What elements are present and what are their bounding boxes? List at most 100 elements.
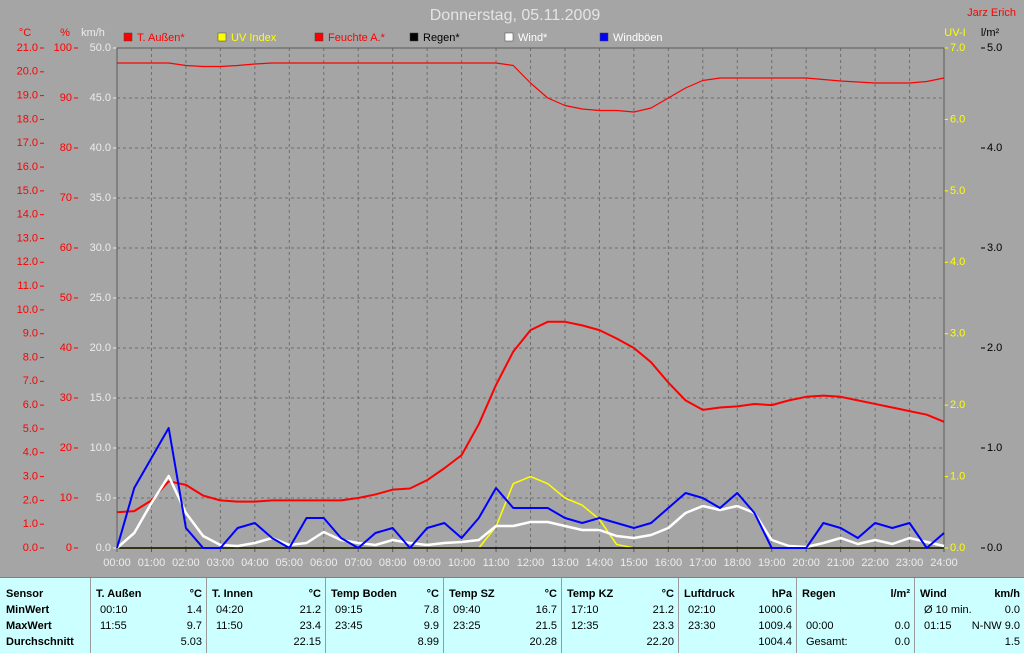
axis-unit-label: l/m² [981, 27, 1000, 39]
y-tick-label: 6.0 [950, 113, 965, 125]
y-tick-label: 15.0 [17, 185, 38, 197]
cell-time: 23:45 [335, 620, 363, 632]
x-tick-label: 14:00 [586, 557, 614, 569]
y-tick-label: 6.0 [23, 399, 38, 411]
y-tick-label: 0.0 [987, 542, 1002, 554]
cell-value: 0.0 [895, 620, 910, 632]
cell-value: 9.9 [424, 620, 439, 632]
x-tick-label: 12:00 [517, 557, 545, 569]
y-tick-label: 60 [60, 242, 72, 254]
y-tick-label: 4.0 [987, 142, 1002, 154]
column-unit: °C [662, 588, 674, 600]
cell-value: 1000.6 [758, 604, 792, 616]
y-tick-label: 0.0 [23, 542, 38, 554]
x-tick-label: 11:00 [483, 557, 510, 569]
y-tick-label: 40 [60, 342, 72, 354]
x-tick-label: 17:00 [689, 557, 717, 569]
cell-value: 1004.4 [758, 636, 792, 648]
x-tick-label: 05:00 [276, 557, 304, 569]
cell-value: 16.7 [536, 604, 557, 616]
axis-unit-label: km/h [81, 27, 105, 39]
y-tick-label: 25.0 [90, 292, 111, 304]
y-tick-label: 7.0 [950, 42, 965, 54]
cell-value: 20.28 [529, 636, 557, 648]
legend-swatch [314, 32, 324, 42]
legend-label: Windböen [613, 32, 663, 44]
legend-label: T. Außen* [137, 32, 185, 44]
series-line [116, 320, 945, 514]
cell-time: 09:40 [453, 604, 481, 616]
cell-value: 1009.4 [758, 620, 792, 632]
y-tick-label: 40.0 [90, 142, 111, 154]
y-tick-label: 3.0 [987, 242, 1002, 254]
cell-time: 00:00 [806, 620, 834, 632]
cell-time: 09:15 [335, 604, 363, 616]
legend-label: Feuchte A.* [328, 32, 386, 44]
chart-background [0, 0, 1024, 577]
cell-time: Gesamt: [806, 636, 848, 648]
x-tick-label: 07:00 [344, 557, 372, 569]
y-tick-label: 15.0 [90, 392, 111, 404]
x-tick-label: 24:00 [930, 557, 958, 569]
y-tick-label: 2.0 [950, 399, 965, 411]
y-tick-label: 1.0 [23, 518, 38, 530]
column-unit: °C [427, 588, 439, 600]
x-tick-label: 18:00 [723, 557, 751, 569]
x-tick-label: 03:00 [207, 557, 235, 569]
cell-value: 21.5 [536, 620, 557, 632]
column-unit: °C [309, 588, 321, 600]
x-tick-label: 16:00 [655, 557, 683, 569]
cell-value: 22.15 [293, 636, 321, 648]
y-tick-label: 19.0 [17, 90, 38, 102]
x-tick-label: 19:00 [758, 557, 786, 569]
y-tick-label: 0.0 [950, 542, 965, 554]
cell-time: 23:30 [688, 620, 716, 632]
y-tick-label: 4.0 [950, 256, 965, 268]
series-line [116, 427, 945, 549]
cell-value: 21.2 [300, 604, 321, 616]
x-tick-label: 23:00 [896, 557, 924, 569]
y-tick-label: 20.0 [90, 342, 111, 354]
y-tick-label: 0 [66, 542, 72, 554]
column-header: Wind [920, 588, 947, 600]
y-tick-label: 10.0 [90, 442, 111, 454]
x-tick-label: 06:00 [310, 557, 338, 569]
legend-label: Regen* [423, 32, 460, 44]
x-tick-label: 20:00 [792, 557, 820, 569]
x-tick-label: 10:00 [448, 557, 476, 569]
x-tick-label: 22:00 [861, 557, 889, 569]
cell-time: 00:10 [100, 604, 128, 616]
x-tick-label: 08:00 [379, 557, 407, 569]
y-tick-label: 10 [60, 492, 72, 504]
cell-time: 12:35 [571, 620, 599, 632]
column-unit: hPa [772, 588, 793, 600]
column-header: Luftdruck [684, 588, 736, 600]
axis-unit-label: °C [19, 27, 31, 39]
y-tick-label: 0.0 [96, 542, 111, 554]
y-tick-label: 90 [60, 92, 72, 104]
y-tick-label: 5.0 [950, 185, 965, 197]
y-tick-label: 14.0 [17, 209, 38, 221]
y-tick-label: 100 [54, 42, 72, 54]
row-label: MinWert [6, 604, 50, 616]
cell-time: 01:15 [924, 620, 952, 632]
cell-value: 0.0 [895, 636, 910, 648]
cell-time: 11:55 [100, 620, 127, 632]
cell-value: 22.20 [646, 636, 674, 648]
y-tick-label: 18.0 [17, 113, 38, 125]
cell-value: 8.99 [418, 636, 439, 648]
legend-swatch [217, 32, 227, 42]
y-tick-label: 5.0 [23, 423, 38, 435]
column-header: Temp KZ [567, 588, 614, 600]
column-header: T. Außen [96, 588, 142, 600]
y-tick-label: 50.0 [90, 42, 111, 54]
y-tick-label: 20 [60, 442, 72, 454]
column-unit: km/h [994, 588, 1020, 600]
legend-swatch [599, 32, 609, 42]
legend-swatch [409, 32, 419, 42]
y-tick-label: 2.0 [23, 494, 38, 506]
cell-value: 7.8 [424, 604, 439, 616]
y-tick-label: 8.0 [23, 351, 38, 363]
legend-swatch [123, 32, 133, 42]
